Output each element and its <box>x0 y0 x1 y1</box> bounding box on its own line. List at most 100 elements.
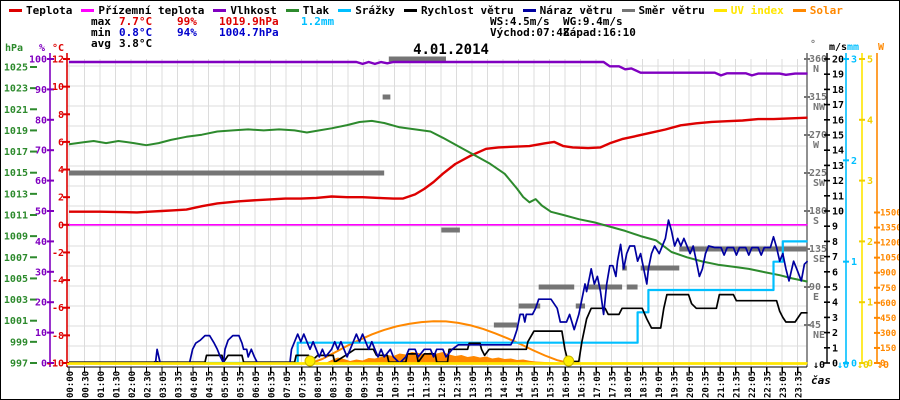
svg-text:SE: SE <box>813 254 825 265</box>
svg-text:150: 150 <box>880 344 896 354</box>
svg-text:900: 900 <box>880 269 896 279</box>
legend-item-sr-ky: Srážky <box>338 4 395 17</box>
series-sr-ky <box>69 240 808 365</box>
svg-text:450: 450 <box>880 314 896 324</box>
svg-text:-2: -2 <box>52 248 64 259</box>
svg-text:19:05: 19:05 <box>655 371 665 398</box>
svg-text:17:05: 17:05 <box>593 371 603 398</box>
legend-dash-icon <box>9 9 22 12</box>
svg-text:00:30: 00:30 <box>82 371 92 398</box>
series-vlhkost <box>69 60 808 77</box>
grid-lines <box>67 59 807 366</box>
svg-text:270: 270 <box>809 130 827 141</box>
svg-text:02:00: 02:00 <box>128 371 138 398</box>
legend-item-sm-r-v-tru: Směr větru <box>621 4 705 17</box>
svg-text:1023: 1023 <box>4 84 28 95</box>
left-axes: hPa% °C 1025 1023 1021 1019 1017 1015 1013 1011 10… <box>4 43 70 370</box>
chart-date-title: 4.01.2014 <box>413 42 489 58</box>
legend-label: Tlak <box>302 4 330 17</box>
svg-text:1: 1 <box>867 298 873 309</box>
svg-text:06:35: 06:35 <box>268 371 278 398</box>
svg-text:22:05: 22:05 <box>748 371 758 398</box>
svg-text:1200: 1200 <box>880 239 900 249</box>
svg-text:10: 10 <box>832 207 844 218</box>
svg-text:17:35: 17:35 <box>609 371 619 398</box>
svg-text:-6: -6 <box>52 303 64 314</box>
svg-text:20: 20 <box>832 55 844 66</box>
svg-text:2: 2 <box>867 237 873 248</box>
svg-text:00:00: 00:00 <box>66 371 76 398</box>
svg-text:08:05: 08:05 <box>314 371 324 398</box>
legend-item-tlak: Tlak <box>285 4 330 17</box>
svg-text:1003: 1003 <box>4 295 28 306</box>
svg-text:07:05: 07:05 <box>283 371 293 398</box>
min-humidity: 94% <box>177 26 197 39</box>
svg-text:2: 2 <box>58 193 64 204</box>
legend-dash-icon <box>522 9 536 12</box>
svg-text:1050: 1050 <box>880 254 900 264</box>
svg-text:16:35: 16:35 <box>578 371 588 398</box>
min-temp: 0.8°C <box>119 26 153 39</box>
svg-text:135: 135 <box>809 244 827 255</box>
svg-text:6: 6 <box>58 137 64 148</box>
svg-text:1009: 1009 <box>4 232 28 243</box>
svg-text:-10: -10 <box>46 358 64 369</box>
svg-text:9: 9 <box>832 222 838 233</box>
svg-text:1500: 1500 <box>880 209 900 219</box>
svg-text:11:35: 11:35 <box>423 371 433 398</box>
right-axes: °360N315NW270W225SW180S135SE90E45NEm/s20… <box>804 39 900 371</box>
max-pressure: 1019.9hPa <box>219 15 279 28</box>
svg-text:7: 7 <box>832 252 838 263</box>
svg-text:5: 5 <box>867 55 873 66</box>
svg-text:mm: mm <box>847 42 859 53</box>
legend-dash-icon <box>285 9 299 12</box>
svg-text:hPa: hPa <box>5 43 23 54</box>
sun-marker-icon <box>563 355 575 367</box>
svg-text:30: 30 <box>35 267 47 278</box>
svg-text:%: % <box>39 43 45 54</box>
svg-text:50: 50 <box>35 207 47 218</box>
svg-text:5: 5 <box>832 283 838 294</box>
legend-dash-icon <box>81 9 95 12</box>
max-humidity: 99% <box>177 15 197 28</box>
svg-text:0: 0 <box>832 359 838 370</box>
legend-label: Náraz větru <box>539 4 613 17</box>
sunset-time: Západ:16:10 <box>563 26 636 39</box>
legend-dash-icon <box>213 9 227 12</box>
svg-text:1350: 1350 <box>880 224 900 234</box>
svg-text:-4: -4 <box>52 276 64 287</box>
svg-text:14:35: 14:35 <box>516 371 526 398</box>
svg-text:1017: 1017 <box>4 147 28 158</box>
svg-text:12: 12 <box>52 55 64 66</box>
sun-markers <box>304 355 575 367</box>
legend-dash-icon <box>621 9 635 12</box>
svg-text:E: E <box>813 292 819 303</box>
svg-text:04:35: 04:35 <box>206 371 216 398</box>
svg-text:16: 16 <box>832 115 844 126</box>
svg-text:05:05: 05:05 <box>221 371 231 398</box>
svg-text:05:35: 05:35 <box>237 371 247 398</box>
legend-item-p-zemn-teplota: Přízemní teplota <box>81 4 204 17</box>
svg-text:1007: 1007 <box>4 253 28 264</box>
legend-label: Teplota <box>26 4 73 17</box>
svg-text:08:35: 08:35 <box>330 371 340 398</box>
svg-text:09:35: 09:35 <box>361 371 371 398</box>
svg-text:23:05: 23:05 <box>779 371 789 398</box>
svg-text:1021: 1021 <box>4 105 28 116</box>
svg-text:10: 10 <box>52 82 64 93</box>
svg-text:0: 0 <box>867 359 873 370</box>
svg-text:315: 315 <box>809 92 827 103</box>
svg-text:4: 4 <box>58 165 64 176</box>
svg-text:18: 18 <box>832 85 844 96</box>
svg-text:04:05: 04:05 <box>190 371 200 398</box>
svg-text:40: 40 <box>35 237 47 248</box>
svg-text:10:05: 10:05 <box>376 371 386 398</box>
svg-text:03:35: 03:35 <box>175 371 185 398</box>
svg-text:N: N <box>813 64 819 75</box>
svg-text:997: 997 <box>10 358 28 369</box>
svg-text:4: 4 <box>832 298 838 309</box>
legend-dash-icon <box>338 9 352 12</box>
svg-text:S: S <box>813 216 819 227</box>
svg-text:čas: čas <box>811 374 831 387</box>
svg-text:m/s: m/s <box>829 42 847 53</box>
